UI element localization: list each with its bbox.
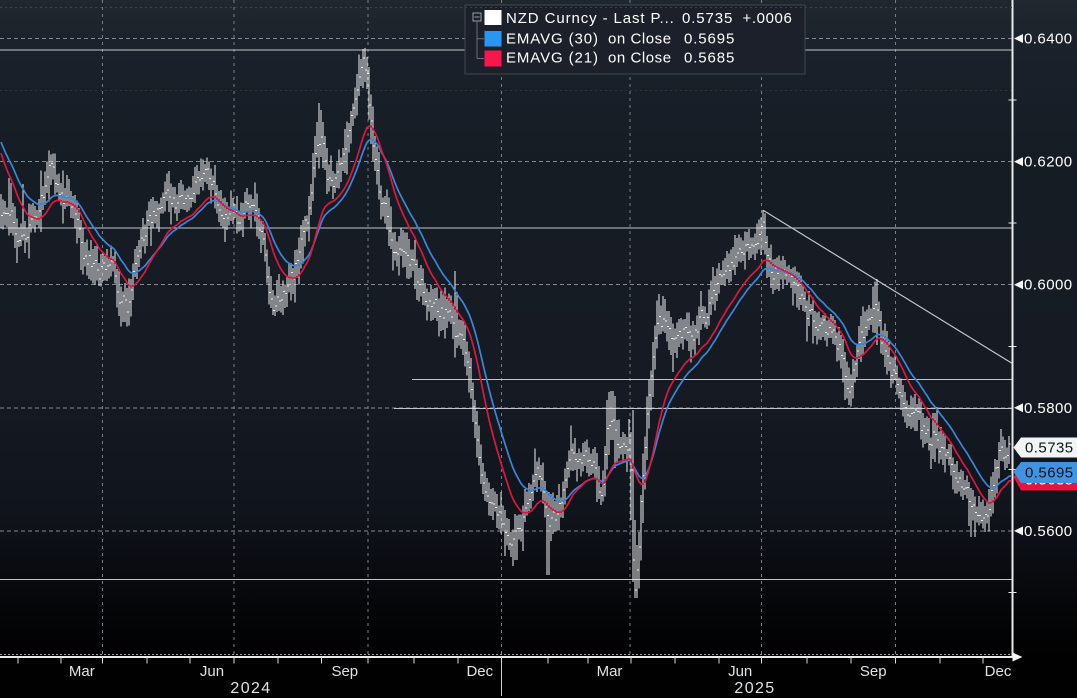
- svg-text:EMAVG (21): EMAVG (21): [506, 50, 599, 67]
- svg-text:2025: 2025: [734, 680, 775, 697]
- svg-text:+.0006: +.0006: [743, 10, 793, 27]
- svg-text:0.5695: 0.5695: [1025, 465, 1074, 482]
- svg-text:Dec: Dec: [466, 663, 493, 680]
- svg-text:Sep: Sep: [331, 663, 358, 680]
- svg-text:NZD Curncy - Last P...: NZD Curncy - Last P...: [506, 10, 675, 27]
- svg-text:0.5735: 0.5735: [682, 10, 733, 27]
- svg-text:Dec: Dec: [985, 663, 1012, 680]
- svg-text:EMAVG (30): EMAVG (30): [506, 31, 599, 48]
- svg-text:0.5685: 0.5685: [684, 50, 735, 67]
- svg-text:0.5735: 0.5735: [1025, 440, 1074, 457]
- svg-text:Mar: Mar: [597, 663, 623, 680]
- svg-text:0.5600: 0.5600: [1024, 523, 1073, 540]
- svg-text:0.6200: 0.6200: [1024, 154, 1073, 171]
- svg-text:on Close: on Close: [608, 31, 672, 48]
- svg-text:Mar: Mar: [69, 663, 95, 680]
- svg-text:0.6000: 0.6000: [1024, 277, 1073, 294]
- svg-text:on Close: on Close: [608, 50, 672, 67]
- svg-text:2024: 2024: [230, 680, 271, 697]
- svg-text:0.5695: 0.5695: [684, 31, 735, 48]
- svg-text:Jun: Jun: [728, 663, 752, 680]
- svg-text:Jun: Jun: [200, 663, 224, 680]
- svg-text:0.5800: 0.5800: [1024, 400, 1073, 417]
- svg-text:0.6400: 0.6400: [1024, 31, 1073, 48]
- svg-text:Sep: Sep: [860, 663, 887, 680]
